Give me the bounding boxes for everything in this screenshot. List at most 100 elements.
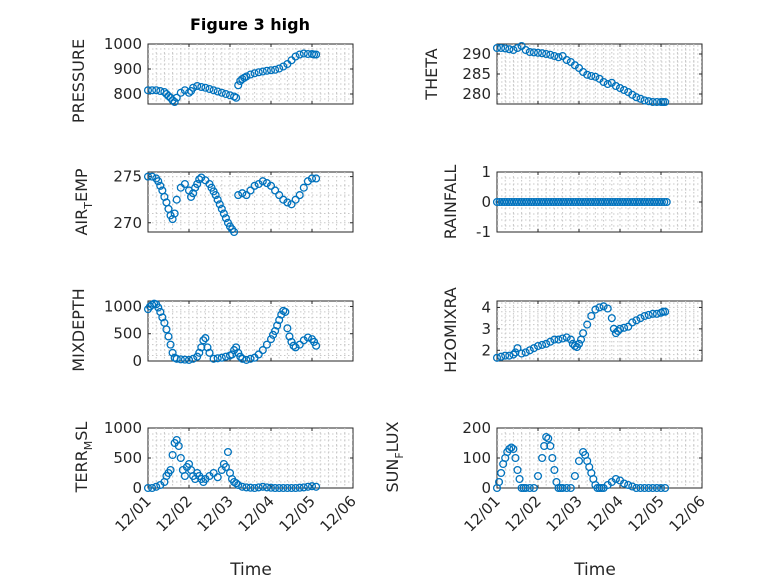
- sun-flux-data-point: [636, 483, 645, 493]
- pressure-data-point: [295, 50, 304, 59]
- h2omixra-data-point: [615, 324, 625, 333]
- pressure-data-point: [312, 50, 321, 59]
- h2omixra-data-point: [611, 329, 620, 338]
- sun-flux-ytick-label: 0: [481, 479, 491, 497]
- air-temp-ylabel-sub: T: [82, 202, 95, 210]
- pressure-data-point: [166, 93, 175, 102]
- mixdepth-ytick-label: 500: [113, 325, 142, 343]
- h2omixra-data-point: [505, 351, 514, 360]
- pressure-data-point: [143, 86, 153, 95]
- h2omixra-data-point: [558, 334, 567, 343]
- pressure-data-point: [164, 91, 173, 101]
- pressure-data-point: [266, 66, 276, 75]
- h2omixra-data-point: [566, 335, 575, 344]
- theta-data-point: [533, 48, 543, 57]
- sun-flux-data-point: [656, 483, 666, 493]
- sun-flux-data-point: [574, 456, 584, 466]
- pressure-data-point: [193, 81, 202, 91]
- theta-data-point: [562, 55, 571, 65]
- terr-msl-ylabel-rest: SL: [72, 422, 91, 441]
- sun-flux-ytick-label: 100: [462, 449, 491, 467]
- mixdepth-data-point: [156, 307, 165, 316]
- air-temp-ytick-label: 275: [113, 168, 142, 186]
- terr-msl-data-point: [242, 483, 251, 492]
- h2omixra-data-point: [542, 339, 551, 348]
- terr-msl-data-point: [234, 480, 243, 490]
- mixdepth-data-point: [205, 348, 214, 357]
- mixdepth-ylabel: MIXDEPTH: [69, 288, 88, 371]
- theta-data-point: [574, 63, 584, 73]
- air-temp-data-point: [148, 172, 157, 181]
- terr-msl-data-point: [275, 483, 284, 493]
- sun-flux-ylabel-sub: F: [393, 452, 406, 458]
- terr-msl-data-point: [287, 483, 296, 493]
- rainfall-data-point: [657, 197, 666, 207]
- h2omixra-subplot: 2 3 4: [481, 298, 703, 362]
- terr-msl-data-point: [266, 483, 276, 492]
- terr-msl-xtick-label: 12/02: [153, 492, 196, 535]
- theta-ylabel: THETA: [422, 48, 441, 100]
- terr-msl-data-point: [262, 483, 271, 492]
- air-temp-data-point: [242, 191, 251, 200]
- mixdepth-data-point: [271, 326, 280, 336]
- sun-flux-xtick-label: 12/01: [461, 492, 504, 535]
- pressure-data-point: [160, 87, 169, 97]
- sun-flux-ylabel-rest: LUX: [383, 421, 402, 452]
- mixdepth-data-point: [180, 355, 189, 364]
- sun-flux-ylabel: SUNFLUX: [383, 421, 406, 492]
- pressure-data-point: [275, 64, 284, 73]
- h2omixra-axes-frame: [496, 300, 703, 362]
- pressure-data-point: [271, 65, 280, 74]
- terr-msl-ylabel-main: TERR: [72, 450, 91, 493]
- mixdepth-data-point: [273, 321, 282, 330]
- air-temp-data-point: [258, 177, 267, 186]
- air-temp-data-point: [230, 227, 239, 237]
- terr-msl-data-point: [223, 447, 233, 457]
- sun-flux-xtick-label: 12/06: [666, 492, 709, 535]
- pressure-data-point: [299, 49, 308, 58]
- h2omixra-data-point: [538, 340, 547, 349]
- sun-flux-data-point: [628, 482, 637, 491]
- terr-msl-ytick-label: 1000: [104, 419, 142, 437]
- theta-data-point: [558, 51, 567, 61]
- sun-flux-data-point: [505, 444, 514, 454]
- pressure-data-point: [148, 86, 157, 95]
- mixdepth-data-point: [242, 355, 251, 364]
- air-temp-data-point: [193, 179, 202, 189]
- theta-data-point: [542, 49, 551, 59]
- subplot-container: 8009001000280285290270275-10105001000234…: [104, 35, 709, 535]
- rainfall-ytick-label: -1: [476, 223, 491, 241]
- theta-data-point: [628, 90, 637, 99]
- theta-subplot: 280 285 290: [462, 41, 703, 107]
- terr-msl-data-point: [232, 479, 241, 488]
- h2omixra-data-point: [574, 339, 584, 348]
- terr-msl-ylabel: TERRMSL: [72, 422, 95, 494]
- pressure-data-point: [201, 83, 210, 92]
- theta-data-point: [587, 71, 596, 81]
- terr-msl-xtick-label: 12/03: [194, 492, 237, 535]
- mixdepth-data-point: [303, 333, 312, 342]
- h2omixra-data-point: [607, 314, 616, 323]
- air-temp-data-point: [246, 186, 255, 195]
- pressure-data-point: [156, 86, 165, 96]
- sun-flux-data-point: [544, 434, 553, 443]
- sun-flux-data-point: [515, 474, 524, 484]
- h2omixra-data-point: [620, 323, 629, 332]
- sun-flux-data-point: [497, 468, 506, 478]
- rainfall-ylabel: RAINFALL: [441, 165, 460, 240]
- terr-msl-xtick-label: 12/01: [112, 492, 155, 535]
- mixdepth-data-point: [262, 340, 271, 349]
- sun-flux-data-point: [533, 471, 543, 481]
- sun-flux-data-point: [652, 483, 661, 493]
- sun-flux-data-point: [558, 483, 567, 493]
- theta-ytick-label: 285: [462, 65, 491, 83]
- h2omixra-data-point: [497, 352, 506, 361]
- pressure-data-point: [197, 82, 206, 92]
- theta-data-point: [640, 96, 649, 105]
- mixdepth-data-point: [203, 343, 212, 352]
- mixdepth-data-point: [275, 316, 284, 325]
- h2omixra-data-point: [648, 309, 657, 318]
- pressure-data-point: [184, 88, 194, 97]
- air-temp-data-point: [312, 174, 321, 183]
